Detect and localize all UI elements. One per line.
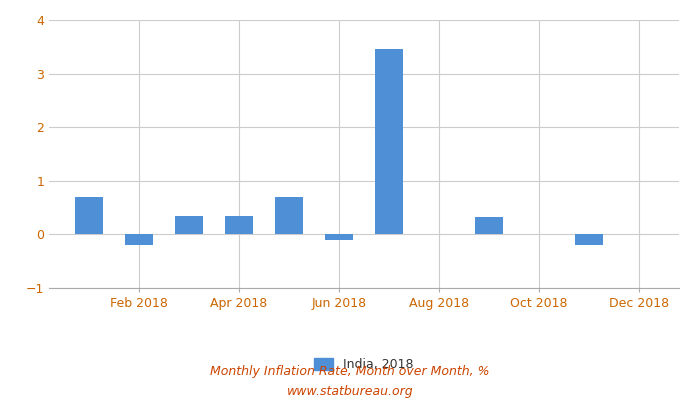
Bar (225, 216, 253, 234)
Bar (575, 234, 603, 245)
Bar (326, 234, 353, 240)
Text: Monthly Inflation Rate, Month over Month, %: Monthly Inflation Rate, Month over Month… (210, 366, 490, 378)
Text: www.statbureau.org: www.statbureau.org (287, 386, 413, 398)
Bar (375, 50, 402, 234)
Bar (76, 197, 103, 234)
Bar (175, 216, 203, 234)
Bar (275, 197, 302, 234)
Bar (125, 234, 153, 245)
Legend: India, 2018: India, 2018 (309, 353, 419, 376)
Bar (475, 217, 503, 234)
